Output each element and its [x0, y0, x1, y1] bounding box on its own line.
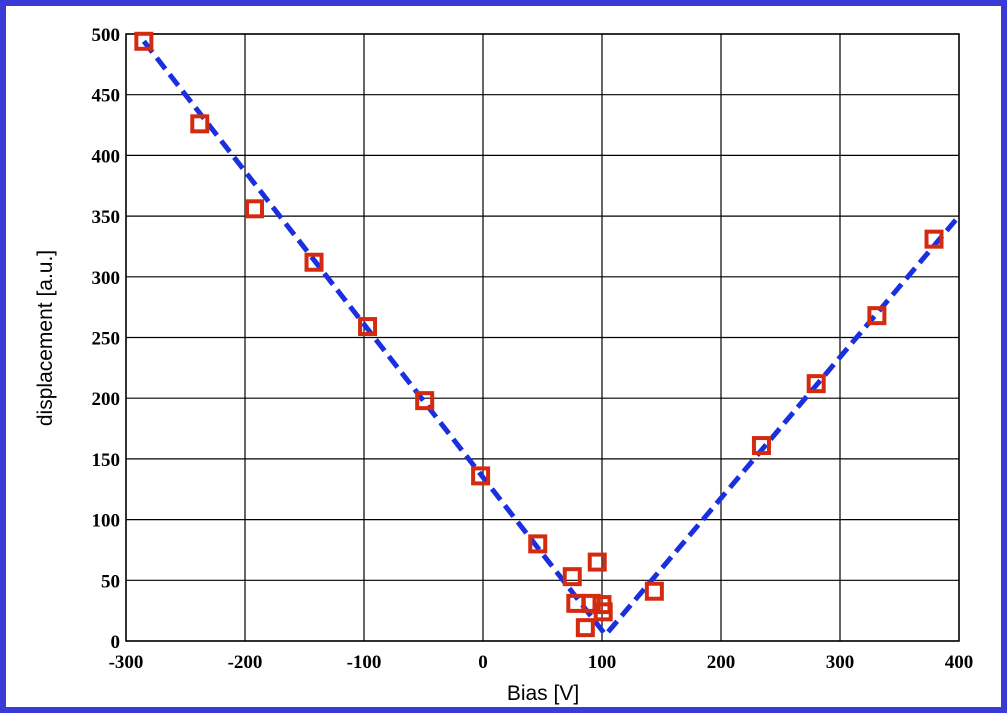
data-point [415, 391, 435, 411]
y-tick-labels: 0 50 100 150 200 250 300 350 400 450 500 [92, 25, 121, 653]
x-tick-label-5: 200 [707, 652, 736, 673]
data-points [134, 31, 944, 638]
fit-line [141, 39, 961, 639]
data-point [593, 602, 613, 622]
x-tick-label-0: -300 [109, 652, 144, 673]
y-tick-label-3: 150 [92, 450, 121, 471]
data-point [587, 552, 607, 572]
y-tick-label-8: 400 [92, 146, 121, 167]
data-point [471, 466, 491, 486]
y-tick-label-1: 50 [101, 571, 120, 592]
data-point [562, 567, 582, 587]
y-tick-label-5: 250 [92, 329, 121, 350]
data-point [190, 114, 210, 134]
y-tick-label-2: 100 [92, 511, 121, 532]
data-point [751, 436, 771, 456]
x-tick-label-3: 0 [478, 652, 488, 673]
y-tick-label-6: 300 [92, 268, 121, 289]
x-tick-label-6: 300 [826, 652, 855, 673]
x-tick-label-2: -100 [347, 652, 382, 673]
data-point [528, 534, 548, 554]
data-point [924, 229, 944, 249]
grid [125, 33, 960, 642]
fit-line-layer [141, 39, 961, 639]
x-tick-label-4: 100 [588, 652, 617, 673]
data-point [806, 374, 826, 394]
x-tick-label-7: 400 [945, 652, 974, 673]
data-point [245, 199, 265, 219]
y-tick-label-10: 500 [92, 25, 121, 46]
x-tick-labels: -300 -200 -100 0 100 200 300 400 [109, 652, 974, 673]
x-axis-title: Bias [V] [507, 682, 579, 705]
data-point [575, 618, 595, 638]
y-tick-label-0: 0 [111, 632, 121, 653]
data-point [134, 31, 154, 51]
plot-border [125, 33, 960, 642]
y-tick-label-4: 200 [92, 389, 121, 410]
data-point [867, 306, 887, 326]
x-tick-label-1: -200 [228, 652, 263, 673]
y-tick-label-7: 350 [92, 207, 121, 228]
data-point [644, 581, 664, 601]
y-axis-title: displacement [a.u.] [34, 250, 57, 426]
data-point [304, 252, 324, 272]
data-point [358, 317, 378, 337]
y-tick-label-9: 450 [92, 86, 121, 107]
